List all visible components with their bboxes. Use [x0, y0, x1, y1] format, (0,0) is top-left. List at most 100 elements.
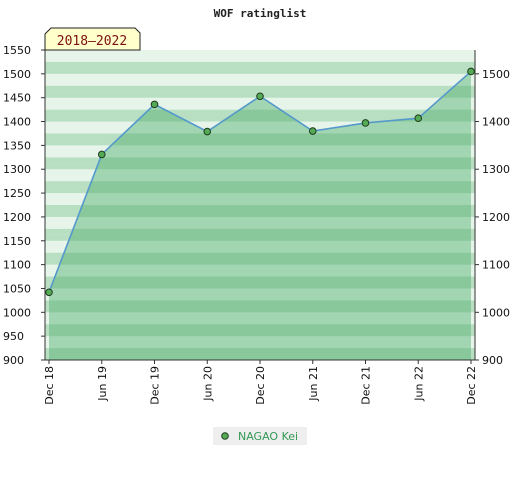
background-band [45, 312, 475, 319]
y-tick-label-left: 1450 [3, 92, 31, 105]
y-tick-label-left: 1050 [3, 282, 31, 295]
background-band [45, 276, 475, 283]
x-tick-label: Jun 21 [307, 366, 320, 402]
y-tick-label-left: 1000 [3, 306, 31, 319]
background-band [45, 85, 475, 92]
y-tick-label-right: 1000 [482, 306, 510, 319]
background-band [45, 216, 475, 223]
data-point [45, 288, 53, 297]
background-band [45, 252, 475, 259]
y-tick-label-right: 1400 [482, 116, 510, 129]
background-band [45, 139, 475, 146]
background-band [45, 282, 475, 289]
background-band [45, 50, 475, 56]
y-tick-label-right: 1100 [482, 259, 510, 272]
data-point [308, 127, 317, 135]
y-tick-label-left: 1150 [3, 235, 31, 248]
chart-title: WOF ratinglist [214, 7, 307, 20]
background-band [45, 67, 475, 74]
x-tick-label: Dec 20 [254, 366, 267, 405]
data-points [45, 67, 475, 297]
background-band [45, 163, 475, 170]
y-tick-label-left: 1550 [3, 44, 31, 57]
background-band [45, 103, 475, 110]
background-band [45, 210, 475, 217]
y-tick-label-left: 950 [3, 330, 24, 343]
legend-marker [221, 432, 229, 440]
background-band [45, 228, 475, 235]
background-band [45, 318, 475, 325]
background-band [45, 199, 475, 205]
background-band [45, 79, 475, 86]
badge-label: 2018–2022 [57, 34, 127, 49]
background-band [45, 115, 475, 122]
data-point [414, 114, 423, 122]
background-band [45, 175, 475, 182]
y-tick-label-left: 1400 [3, 116, 31, 129]
data-point [203, 127, 212, 136]
x-tick-label: Dec 18 [43, 366, 56, 405]
x-tick-label: Dec 19 [149, 366, 162, 405]
background-band [45, 270, 475, 277]
background-band [45, 187, 475, 194]
data-point [256, 92, 264, 101]
background-band [45, 306, 475, 313]
background-band [45, 151, 475, 158]
data-point [150, 100, 159, 109]
y-tick-label-left: 1300 [3, 163, 31, 176]
background-band [45, 97, 475, 104]
background-band [45, 181, 475, 188]
background-band [45, 300, 475, 307]
data-point [361, 119, 370, 127]
background-band [45, 205, 475, 211]
y-tick-label-left: 900 [3, 354, 24, 367]
x-tick-label: Dec 22 [465, 366, 478, 405]
y-tick-label-left: 1100 [3, 259, 31, 272]
background-band [45, 109, 475, 116]
background-band [45, 73, 475, 80]
background-band [45, 234, 475, 241]
x-tick-label: Jun 20 [201, 366, 214, 402]
x-tick-label: Jun 22 [412, 366, 425, 402]
y-tick-label-right: 1200 [482, 211, 510, 224]
rating-area-fill [49, 71, 471, 360]
data-point [97, 150, 106, 159]
background-band [45, 121, 475, 128]
legend-box [213, 427, 307, 445]
background-band [45, 127, 475, 134]
data-point [467, 67, 475, 76]
background-band [45, 294, 475, 301]
background-band [45, 193, 475, 200]
background-band [45, 354, 475, 360]
axes: 900 950 1000 1050 1100 1150 1200 1250 1300 1350 14… [3, 44, 510, 405]
y-tick-label-left: 1500 [3, 68, 31, 81]
y-tick-label-left: 1200 [3, 211, 31, 224]
legend[interactable]: NAGAO Kei [213, 427, 307, 445]
background-band [45, 55, 475, 62]
x-tick-label: Jun 19 [96, 366, 109, 402]
legend-label: NAGAO Kei [238, 430, 298, 443]
y-tick-label-right: 1300 [482, 163, 510, 176]
background-band [45, 348, 475, 355]
y-tick-label-right: 900 [482, 354, 503, 367]
background-band [45, 240, 475, 247]
background-band [45, 258, 475, 265]
background-band [45, 169, 475, 176]
background-bands [45, 50, 475, 360]
period-badge: 2018–2022 [44, 27, 141, 51]
background-band [45, 157, 475, 164]
background-band [45, 288, 475, 295]
x-tick-label: Dec 21 [360, 366, 373, 405]
background-band [45, 330, 475, 337]
y-tick-label-left: 1250 [3, 187, 31, 200]
y-tick-label-left: 1350 [3, 139, 31, 152]
background-band [45, 264, 475, 271]
y-tick-label-right: 1500 [482, 68, 510, 81]
background-band [45, 222, 475, 229]
background-band [45, 145, 475, 152]
background-band [45, 342, 475, 349]
badge-shape [44, 27, 141, 51]
background-band [45, 61, 475, 68]
